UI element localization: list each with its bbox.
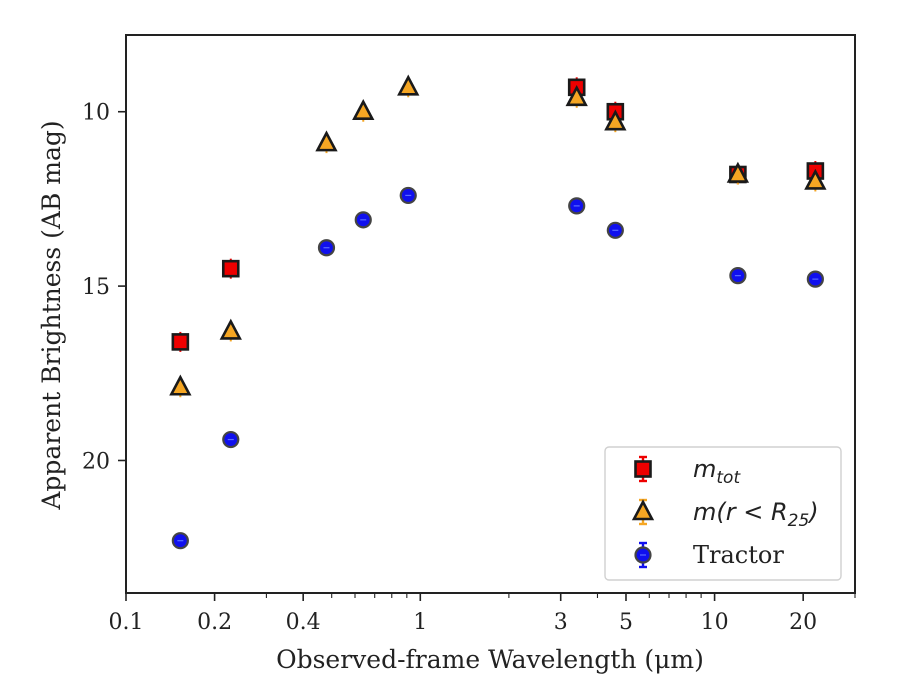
x-tick-label: 0.1 [109,610,144,635]
x-tick-label: 20 [789,610,817,635]
series-square [171,77,825,352]
data-point [315,130,338,152]
y-tick-label: 10 [82,101,110,126]
legend-marker [634,541,652,569]
plot-frame [125,34,856,594]
legend-label: mtot [693,455,741,488]
data-point [171,333,190,351]
data-point [397,74,420,96]
x-tick-label: 5 [619,610,633,635]
legend-label: m(r < R25) [693,498,819,531]
x-tick-label: 0.4 [286,610,321,635]
y-axis-label: Apparent Brightness (AB mag) [37,120,66,510]
data-point [352,98,375,121]
x-tick-label: 3 [554,610,568,635]
plot-area [169,74,827,550]
legend-label: Tractor [693,541,784,569]
data-point [169,374,192,396]
data-point [565,84,588,107]
data-point [604,109,627,131]
x-tick-label: 0.2 [197,610,232,635]
series-circle [171,186,824,550]
data-point [221,259,240,278]
data-point [726,161,750,183]
legend: mtot m(r < R25) Tractor [604,446,842,581]
x-tick-label: 10 [701,610,729,635]
legend-symbol [634,460,652,478]
data-point [219,318,242,340]
x-tick-label: 1 [413,610,427,635]
y-tick-label: 20 [82,449,110,474]
data-point [804,168,827,190]
y-tick-label: 15 [82,275,110,300]
legend-box [604,446,842,581]
series-triangle [169,74,827,398]
axes: 0.1 0.2 0.4 1 3 5 10 20 10 15 20 [82,34,856,635]
legend-symbol [631,499,655,521]
legend-marker [631,498,655,526]
legend-marker [634,455,652,483]
x-axis-label: Observed-frame Wavelength (μm) [276,645,704,674]
